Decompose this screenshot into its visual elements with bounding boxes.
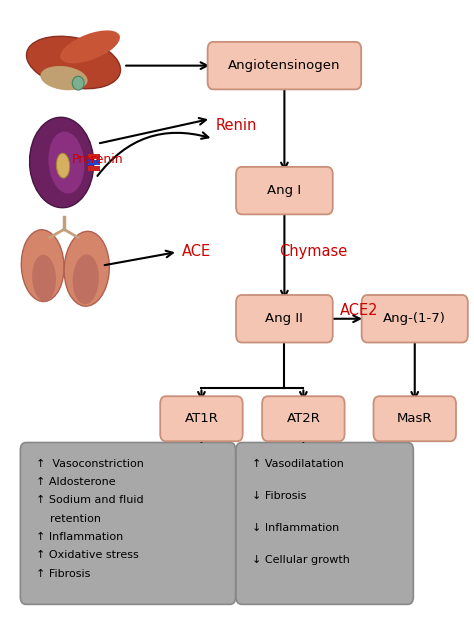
- Ellipse shape: [60, 31, 120, 63]
- Text: ↑ Vasodilatation: ↑ Vasodilatation: [252, 459, 344, 469]
- Text: ↑ Fibrosis: ↑ Fibrosis: [36, 569, 91, 579]
- Ellipse shape: [72, 76, 84, 90]
- Ellipse shape: [40, 66, 88, 90]
- Bar: [88, 166, 100, 171]
- Ellipse shape: [27, 36, 120, 89]
- Text: Angiotensinogen: Angiotensinogen: [228, 59, 341, 72]
- FancyBboxPatch shape: [262, 396, 345, 441]
- Bar: [88, 160, 100, 165]
- Text: Prorenin: Prorenin: [72, 153, 123, 166]
- Text: ↓ Fibrosis: ↓ Fibrosis: [252, 491, 307, 501]
- Text: Chymase: Chymase: [279, 244, 347, 259]
- Ellipse shape: [29, 118, 94, 208]
- Text: AT1R: AT1R: [184, 412, 219, 425]
- FancyBboxPatch shape: [362, 295, 468, 343]
- Text: Renin: Renin: [216, 118, 257, 132]
- Text: Ang-(1-7): Ang-(1-7): [383, 312, 446, 325]
- Text: ↑ Aldosterone: ↑ Aldosterone: [36, 477, 116, 487]
- Text: AT2R: AT2R: [286, 412, 320, 425]
- Ellipse shape: [73, 254, 99, 304]
- FancyBboxPatch shape: [236, 442, 413, 604]
- Ellipse shape: [48, 131, 84, 194]
- FancyBboxPatch shape: [236, 167, 333, 214]
- Text: ACE: ACE: [182, 244, 211, 259]
- Text: Ang I: Ang I: [267, 184, 301, 197]
- FancyBboxPatch shape: [236, 295, 333, 343]
- Ellipse shape: [64, 231, 109, 306]
- Text: retention: retention: [36, 514, 101, 524]
- Text: ↑ Inflammation: ↑ Inflammation: [36, 532, 124, 542]
- Text: MasR: MasR: [397, 412, 432, 425]
- FancyBboxPatch shape: [208, 42, 361, 89]
- Text: ACE2: ACE2: [339, 303, 378, 318]
- Bar: [88, 154, 100, 159]
- FancyBboxPatch shape: [160, 396, 243, 441]
- Ellipse shape: [21, 230, 64, 301]
- Ellipse shape: [32, 255, 56, 301]
- Text: ↑ Oxidative stress: ↑ Oxidative stress: [36, 550, 139, 560]
- FancyBboxPatch shape: [20, 442, 236, 604]
- FancyBboxPatch shape: [374, 396, 456, 441]
- Text: ↑  Vasoconstriction: ↑ Vasoconstriction: [36, 459, 145, 469]
- Ellipse shape: [56, 153, 70, 178]
- Text: ↓ Inflammation: ↓ Inflammation: [252, 522, 339, 532]
- Text: ↓ Cellular growth: ↓ Cellular growth: [252, 555, 350, 565]
- Text: ↑ Sodium and fluid: ↑ Sodium and fluid: [36, 496, 144, 506]
- Text: Ang II: Ang II: [265, 312, 303, 325]
